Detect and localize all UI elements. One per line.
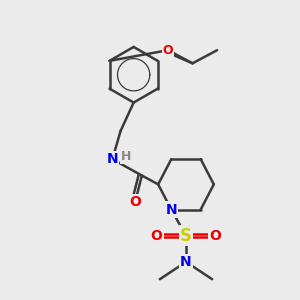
Text: S: S — [180, 227, 192, 245]
Text: N: N — [106, 152, 118, 166]
Text: N: N — [166, 202, 177, 217]
Text: O: O — [151, 229, 163, 243]
Text: N: N — [180, 255, 192, 269]
Text: O: O — [163, 44, 173, 57]
Text: O: O — [209, 229, 221, 243]
Text: O: O — [129, 195, 141, 209]
Text: H: H — [121, 150, 131, 163]
